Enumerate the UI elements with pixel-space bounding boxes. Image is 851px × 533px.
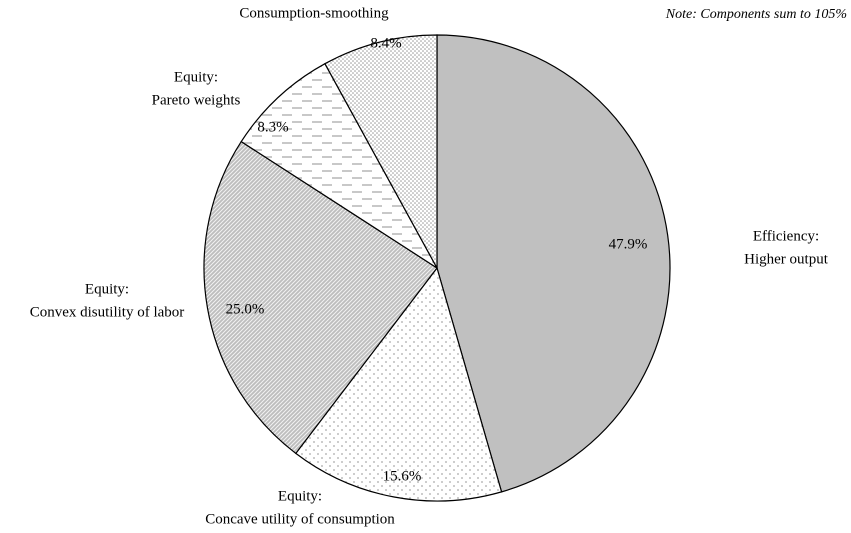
- note: Note: Components sum to 105%: [665, 7, 847, 22]
- slice-label: Convex disutility of labor: [30, 304, 185, 320]
- value-label: 8.4%: [370, 35, 401, 51]
- value-label: 25.0%: [226, 301, 265, 317]
- slice-label: Equity:: [278, 488, 322, 504]
- value-label: 15.6%: [383, 468, 422, 484]
- slice-label: Pareto weights: [152, 92, 241, 108]
- slice-label: Consumption-smoothing: [239, 5, 389, 21]
- slice-label: Concave utility of consumption: [205, 511, 395, 527]
- value-label: 47.9%: [609, 236, 648, 252]
- pie-slice: [324, 34, 438, 269]
- slice-label: Higher output: [744, 251, 829, 267]
- value-label: 8.3%: [257, 119, 288, 135]
- pie-slice: [294, 266, 503, 502]
- pie-slice: [240, 62, 438, 269]
- slice-label: Efficiency:: [753, 228, 819, 244]
- pie-slice: [436, 34, 671, 493]
- slice-label: Equity:: [174, 69, 218, 85]
- slice-label: Equity:: [85, 281, 129, 297]
- pie-slice: [203, 140, 438, 455]
